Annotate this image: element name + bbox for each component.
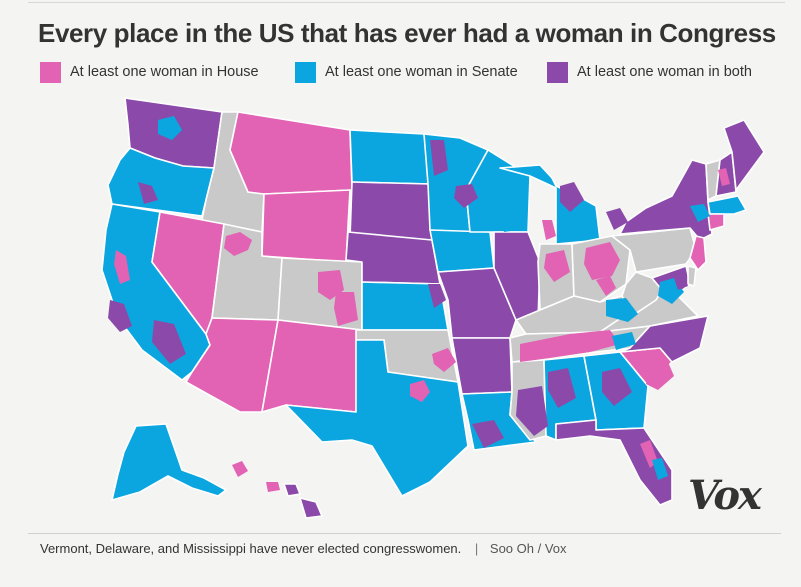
legend-label-both: At least one woman in both <box>577 64 752 80</box>
district-blob <box>548 368 576 408</box>
district-blob <box>544 250 570 282</box>
district-blob <box>266 482 280 492</box>
legend-label-senate: At least one woman in Senate <box>325 64 518 80</box>
district-blob <box>472 420 504 448</box>
footer-divider <box>28 533 781 534</box>
legend-swatch-house <box>40 62 61 83</box>
legend-swatch-senate <box>295 62 316 83</box>
state-NM <box>261 319 363 413</box>
state-AK <box>111 423 227 501</box>
us-map-svg <box>101 97 765 519</box>
district-blob <box>672 270 688 290</box>
state-FL <box>555 419 673 506</box>
district-blob <box>224 232 252 256</box>
state-IA <box>429 229 495 273</box>
footer-note: Vermont, Delaware, and Mississippi have … <box>40 541 462 556</box>
district-blob <box>432 348 456 372</box>
state-NJ <box>689 235 707 271</box>
legend: At least one woman in House At least one… <box>40 62 780 84</box>
district-blob <box>612 332 636 350</box>
top-divider <box>28 2 785 3</box>
district-blob <box>108 300 132 332</box>
district-blob <box>516 386 548 436</box>
district-blob <box>520 330 620 362</box>
state-HI <box>283 483 323 519</box>
state-MA <box>707 195 747 215</box>
district-blob <box>584 242 620 280</box>
map-title: Every place in the US that has ever had … <box>38 18 776 48</box>
state-TX <box>285 339 469 497</box>
district-blob <box>152 320 186 364</box>
state-ND <box>349 129 431 185</box>
district-blob <box>596 276 616 296</box>
state-MT <box>229 111 353 195</box>
state-ME <box>723 119 765 191</box>
state-DE <box>687 265 697 287</box>
footer-credit: Soo Oh / Vox <box>489 541 567 556</box>
district-blob <box>500 210 522 232</box>
state-NY <box>619 159 713 241</box>
district-blob <box>690 204 710 222</box>
district-blob <box>428 284 446 308</box>
state-MI <box>499 164 601 245</box>
district-blob <box>718 168 730 186</box>
district-blob <box>606 298 638 322</box>
state-CT <box>707 213 725 231</box>
district-blob <box>602 368 632 406</box>
footer: Vermont, Delaware, and Mississippi have … <box>40 541 567 556</box>
district-blob <box>410 380 430 402</box>
district-blob <box>232 461 248 477</box>
district-blob <box>138 182 158 204</box>
us-map <box>0 90 801 530</box>
district-blob <box>542 220 556 240</box>
footer-separator: | <box>474 541 479 556</box>
district-blob <box>158 116 182 140</box>
legend-swatch-both <box>547 62 568 83</box>
state-AR <box>451 337 513 395</box>
district-blob <box>652 458 668 480</box>
legend-label-house: At least one woman in House <box>70 64 259 80</box>
district-blob <box>476 272 502 308</box>
district-blob <box>430 140 448 176</box>
district-blob <box>606 208 628 230</box>
district-blob <box>454 184 478 208</box>
vox-logo: Vox <box>688 472 762 519</box>
district-blob <box>560 182 584 212</box>
state-WY <box>261 189 351 263</box>
district-blob <box>646 362 674 390</box>
district-blob <box>114 250 130 284</box>
district-blob <box>334 292 358 326</box>
